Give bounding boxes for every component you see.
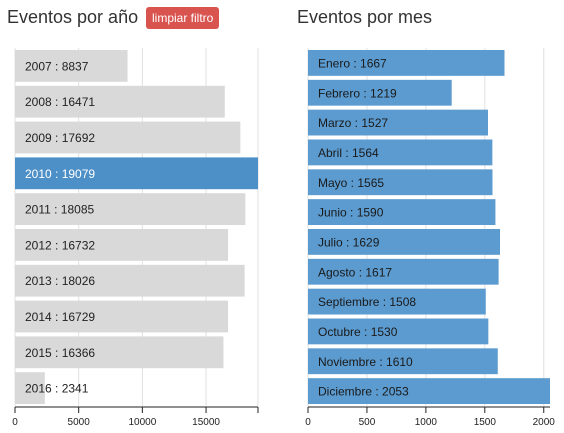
bar-row-2013[interactable]: 2013 : 18026: [15, 264, 245, 297]
bar-row-noviembre[interactable]: Noviembre : 1610: [308, 348, 498, 375]
bar-label: Mayo : 1565: [318, 176, 384, 190]
bar[interactable]: [308, 199, 496, 225]
bar-label: 2013 : 18026: [25, 274, 95, 288]
bar-row-agosto[interactable]: Agosto : 1617: [308, 258, 499, 285]
bar-row-abril[interactable]: Abril : 1564: [308, 139, 493, 166]
bar[interactable]: [308, 139, 493, 166]
bar[interactable]: [15, 193, 246, 225]
bar-label: Julio : 1629: [318, 235, 380, 249]
bar-label: Marzo : 1527: [318, 116, 388, 130]
year-chart-title: Eventos por año: [7, 7, 139, 27]
tick-label: 1500: [474, 417, 497, 428]
bar[interactable]: [308, 258, 499, 285]
bar[interactable]: [308, 288, 486, 315]
reset-filter-button[interactable]: limpiar filtro: [146, 7, 220, 29]
bar-label: Septiembre : 1508: [318, 295, 416, 309]
bar[interactable]: [308, 50, 505, 76]
bar-row-octubre[interactable]: Octubre : 1530: [308, 318, 489, 345]
bar-label: 2012 : 16732: [25, 238, 95, 252]
bar-row-mayo[interactable]: Mayo : 1565: [308, 169, 493, 196]
bar-label: Diciembre : 2053: [318, 385, 409, 399]
bar-row-diciembre[interactable]: Diciembre : 2053: [308, 378, 550, 404]
bar-label: 2010 : 19079: [25, 167, 95, 181]
tick-label: 10000: [128, 417, 156, 428]
bar[interactable]: [308, 229, 501, 255]
bar[interactable]: [15, 121, 241, 154]
bar-label: Enero : 1667: [318, 56, 387, 70]
bar-row-2012[interactable]: 2012 : 16732: [15, 229, 229, 261]
bar-label: 2009 : 17692: [25, 131, 95, 145]
tick-label: 1000: [415, 417, 438, 428]
bar[interactable]: [15, 300, 229, 333]
bar-label: Noviembre : 1610: [318, 355, 413, 369]
bar-row-2014[interactable]: 2014 : 16729: [15, 300, 229, 333]
bar-label: Febrero : 1219: [318, 86, 397, 100]
bar-row-2016[interactable]: 2016 : 2341: [15, 372, 89, 404]
bar[interactable]: [15, 264, 245, 297]
bar[interactable]: [15, 50, 128, 82]
x-axis: 0 500 1000 1500 2000: [305, 406, 556, 428]
bar[interactable]: [15, 85, 225, 118]
bar[interactable]: [15, 372, 45, 404]
bar-label: 2007 : 8837: [25, 59, 89, 73]
bar-label: Agosto : 1617: [318, 265, 392, 279]
bar-row-2007[interactable]: 2007 : 8837: [15, 50, 128, 82]
tick-label: 0: [305, 417, 311, 428]
bar[interactable]: [308, 169, 493, 196]
tick-label: 2000: [533, 417, 556, 428]
bar-label: Octubre : 1530: [318, 325, 398, 339]
bar-label: 2014 : 16729: [25, 310, 95, 324]
bar[interactable]: [15, 336, 224, 369]
bar-label: 2016 : 2341: [25, 382, 89, 396]
bar-row-enero[interactable]: Enero : 1667: [308, 50, 505, 76]
tick-label: 0: [12, 417, 18, 428]
tick-label: 500: [359, 417, 376, 428]
bar[interactable]: [308, 378, 550, 404]
tick-label: 5000: [68, 417, 91, 428]
bar-row-2010[interactable]: 2010 : 19079: [15, 157, 258, 190]
bar[interactable]: [308, 348, 498, 375]
bar-row-julio[interactable]: Julio : 1629: [308, 229, 501, 255]
bar-row-septiembre[interactable]: Septiembre : 1508: [308, 288, 486, 315]
bar-label: 2015 : 16366: [25, 346, 95, 360]
bar-label: Junio : 1590: [318, 206, 384, 220]
month-bar-chart[interactable]: Enero : 1667 Febrero : 1219 Marzo : 1527 Ab…: [290, 0, 564, 433]
bar[interactable]: [308, 109, 488, 136]
bar-row-2009[interactable]: 2009 : 17692: [15, 121, 241, 154]
bar-row-junio[interactable]: Junio : 1590: [308, 199, 496, 225]
month-chart-title: Eventos por mes: [297, 7, 433, 27]
bar-row-2011[interactable]: 2011 : 18085: [15, 193, 246, 225]
year-bar-chart[interactable]: 2007 : 8837 2008 : 16471 2009 : 17692 2010 …: [0, 0, 290, 433]
bar[interactable]: [308, 79, 452, 106]
bar[interactable]: [15, 157, 258, 190]
bar-row-marzo[interactable]: Marzo : 1527: [308, 109, 488, 136]
bar-row-2015[interactable]: 2015 : 16366: [15, 336, 224, 369]
tick-label: 15000: [192, 417, 220, 428]
bar[interactable]: [15, 229, 229, 261]
bar[interactable]: [308, 318, 489, 345]
grid: [307, 48, 545, 406]
x-axis: 0 5000 10000 15000: [12, 406, 259, 428]
bar-row-febrero[interactable]: Febrero : 1219: [308, 79, 452, 106]
bar-label: 2008 : 16471: [25, 95, 95, 109]
bar-label: Abril : 1564: [318, 146, 379, 160]
bar-label: 2011 : 18085: [25, 203, 95, 217]
bar-row-2008[interactable]: 2008 : 16471: [15, 85, 225, 118]
